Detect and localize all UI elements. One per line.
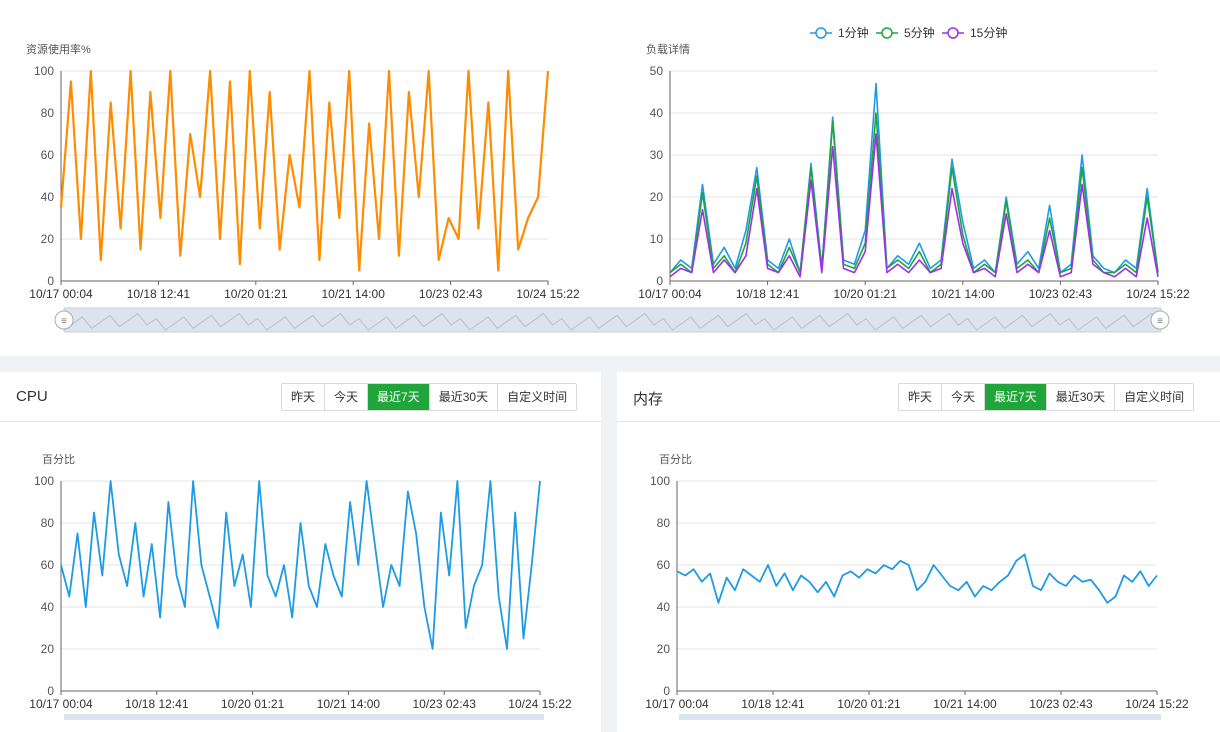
data-zoom-preview-line [63, 312, 1162, 331]
cpu-range-30days-button[interactable]: 最近30天 [429, 384, 499, 410]
cpu-chart-ylabel: 百分比 [42, 453, 75, 466]
memory-chart-xtick-label: 10/17 00:04 [645, 697, 709, 711]
cpu-chart-xtick-label: 10/18 12:41 [125, 697, 189, 711]
usage-chart-xtick-label: 10/17 00:04 [29, 287, 93, 301]
cpu-chart-xtick-label: 10/21 14:00 [317, 697, 381, 711]
data-zoom-left-handle[interactable] [54, 310, 74, 330]
legend-label-1: 5分钟 [904, 25, 935, 40]
memory-chart-ytick-label: 0 [663, 684, 670, 698]
memory-card-header: 内存 昨天 今天 最近7天 最近30天 自定义时间 [617, 372, 1220, 422]
cpu-card: CPU 昨天 今天 最近7天 最近30天 自定义时间 百分比 0 20 40 60 80 1… [0, 372, 601, 732]
memory-range-30days-button[interactable]: 最近30天 [1046, 384, 1116, 410]
memory-chart-ytick-label: 80 [657, 516, 671, 530]
usage-chart-series-line-0 [59, 69, 550, 272]
usage-chart-xtick-label: 10/21 14:00 [321, 287, 385, 301]
memory-data-zoom-track [679, 714, 1161, 720]
load-chart-ytick-label: 0 [656, 274, 663, 288]
cpu-card-header: CPU 昨天 今天 最近7天 最近30天 自定义时间 [0, 372, 601, 422]
usage-chart-xtick-label: 10/23 02:43 [419, 287, 483, 301]
cpu-chart-ytick-label: 80 [41, 516, 55, 530]
load-chart-series-line-1 [669, 112, 1159, 274]
cpu-chart-ytick-label: 20 [41, 642, 55, 656]
load-chart-xtick-label: 10/20 01:21 [833, 287, 897, 301]
memory-range-yesterday-button[interactable]: 昨天 [899, 384, 943, 410]
legend-marker-2 [947, 27, 959, 39]
load-chart-ylabel: 负载详情 [646, 42, 690, 56]
cpu-range-today-button[interactable]: 今天 [325, 384, 369, 410]
load-chart-xtick-label: 10/18 12:41 [736, 287, 800, 301]
memory-range-today-button[interactable]: 今天 [942, 384, 986, 410]
usage-chart-xtick-label: 10/18 12:41 [127, 287, 191, 301]
memory-chart-xtick-label: 10/20 01:21 [837, 697, 901, 711]
cpu-chart-ytick-label: 0 [47, 684, 54, 698]
legend-marker-1 [881, 27, 893, 39]
memory-range-custom-button[interactable]: 自定义时间 [1115, 384, 1194, 410]
legend-marker-0 [815, 27, 827, 39]
cpu-range-custom-button[interactable]: 自定义时间 [498, 384, 577, 410]
load-chart-xtick-label: 10/17 00:04 [638, 287, 702, 301]
memory-chart: 百分比 0 20 40 60 80 100 10/17 00:04 10/18 12:41 10/… [645, 453, 1189, 720]
load-chart-series-line-0 [669, 82, 1159, 274]
memory-chart-xtick-label: 10/23 02:43 [1029, 697, 1093, 711]
cpu-chart-ytick-label: 100 [34, 474, 54, 488]
load-chart-series-line-2 [669, 133, 1159, 278]
load-chart-ytick-label: 20 [650, 190, 664, 204]
cpu-range-yesterday-button[interactable]: 昨天 [282, 384, 326, 410]
legend-label-0: 1分钟 [838, 25, 869, 40]
load-chart-ytick-label: 50 [650, 64, 664, 78]
usage-chart-ytick-label: 100 [34, 64, 54, 78]
cpu-chart-xtick-label: 10/23 02:43 [412, 697, 476, 711]
load-chart-ytick-label: 40 [650, 106, 664, 120]
data-zoom-track [63, 307, 1162, 333]
load-chart-xtick-label: 10/24 15:22 [1126, 287, 1190, 301]
load-chart-xtick-label: 10/23 02:43 [1029, 287, 1093, 301]
memory-chart-ylabel: 百分比 [659, 453, 692, 466]
memory-chart-ytick-label: 60 [657, 558, 671, 572]
cpu-chart-xtick-label: 10/20 01:21 [221, 697, 285, 711]
cpu-range-7days-button[interactable]: 最近7天 [368, 384, 430, 410]
usage-chart-ytick-label: 20 [41, 232, 55, 246]
cpu-chart: 百分比 0 20 40 60 80 100 10/17 00:04 10/18 12:41 10/… [29, 453, 572, 720]
cpu-chart-xtick-label: 10/24 15:22 [508, 697, 572, 711]
usage-chart-ytick-label: 0 [47, 274, 54, 288]
cpu-data-zoom-track [64, 714, 544, 720]
memory-chart-xtick-label: 10/24 15:22 [1125, 697, 1189, 711]
memory-chart-ytick-label: 40 [657, 600, 671, 614]
memory-range-buttons: 昨天 今天 最近7天 最近30天 自定义时间 [898, 383, 1195, 411]
cpu-range-buttons: 昨天 今天 最近7天 最近30天 自定义时间 [281, 383, 578, 411]
memory-chart-ytick-label: 100 [650, 474, 670, 488]
memory-card-title: 内存 [633, 391, 664, 408]
cpu-chart-xtick-label: 10/17 00:04 [29, 697, 93, 711]
data-zoom-right-handle[interactable] [1150, 310, 1170, 330]
legend-label-2: 15分钟 [970, 25, 1007, 40]
load-chart-ytick-label: 10 [650, 232, 664, 246]
data-zoom-right-grip-icon: ≡ [1157, 316, 1163, 327]
memory-chart-xtick-label: 10/21 14:00 [933, 697, 997, 711]
usage-chart-ytick-label: 40 [41, 190, 55, 204]
data-zoom-left-grip-icon: ≡ [61, 316, 67, 327]
memory-range-7days-button[interactable]: 最近7天 [985, 384, 1047, 410]
cpu-card-title: CPU [16, 388, 48, 405]
memory-card: 内存 昨天 今天 最近7天 最近30天 自定义时间 百分比 0 20 40 60 80 10… [617, 372, 1220, 732]
load-chart-ytick-label: 30 [650, 148, 664, 162]
usage-chart-xtick-label: 10/24 15:22 [516, 287, 580, 301]
memory-chart-series-line-0 [676, 553, 1158, 604]
cpu-chart-series-line-0 [60, 480, 541, 650]
usage-chart-ytick-label: 80 [41, 106, 55, 120]
usage-chart-ytick-label: 60 [41, 148, 55, 162]
usage-chart-ylabel: 资源使用率% [26, 42, 91, 56]
overview-panel: 资源使用率% 0 20 40 60 80 100 10/17 00:04 10/18 12:41… [0, 0, 1220, 356]
memory-chart-ytick-label: 20 [657, 642, 671, 656]
load-chart-xtick-label: 10/21 14:00 [931, 287, 995, 301]
cpu-chart-ytick-label: 40 [41, 600, 55, 614]
usage-chart-xtick-label: 10/20 01:21 [224, 287, 288, 301]
memory-chart-xtick-label: 10/18 12:41 [741, 697, 805, 711]
cpu-chart-ytick-label: 60 [41, 558, 55, 572]
